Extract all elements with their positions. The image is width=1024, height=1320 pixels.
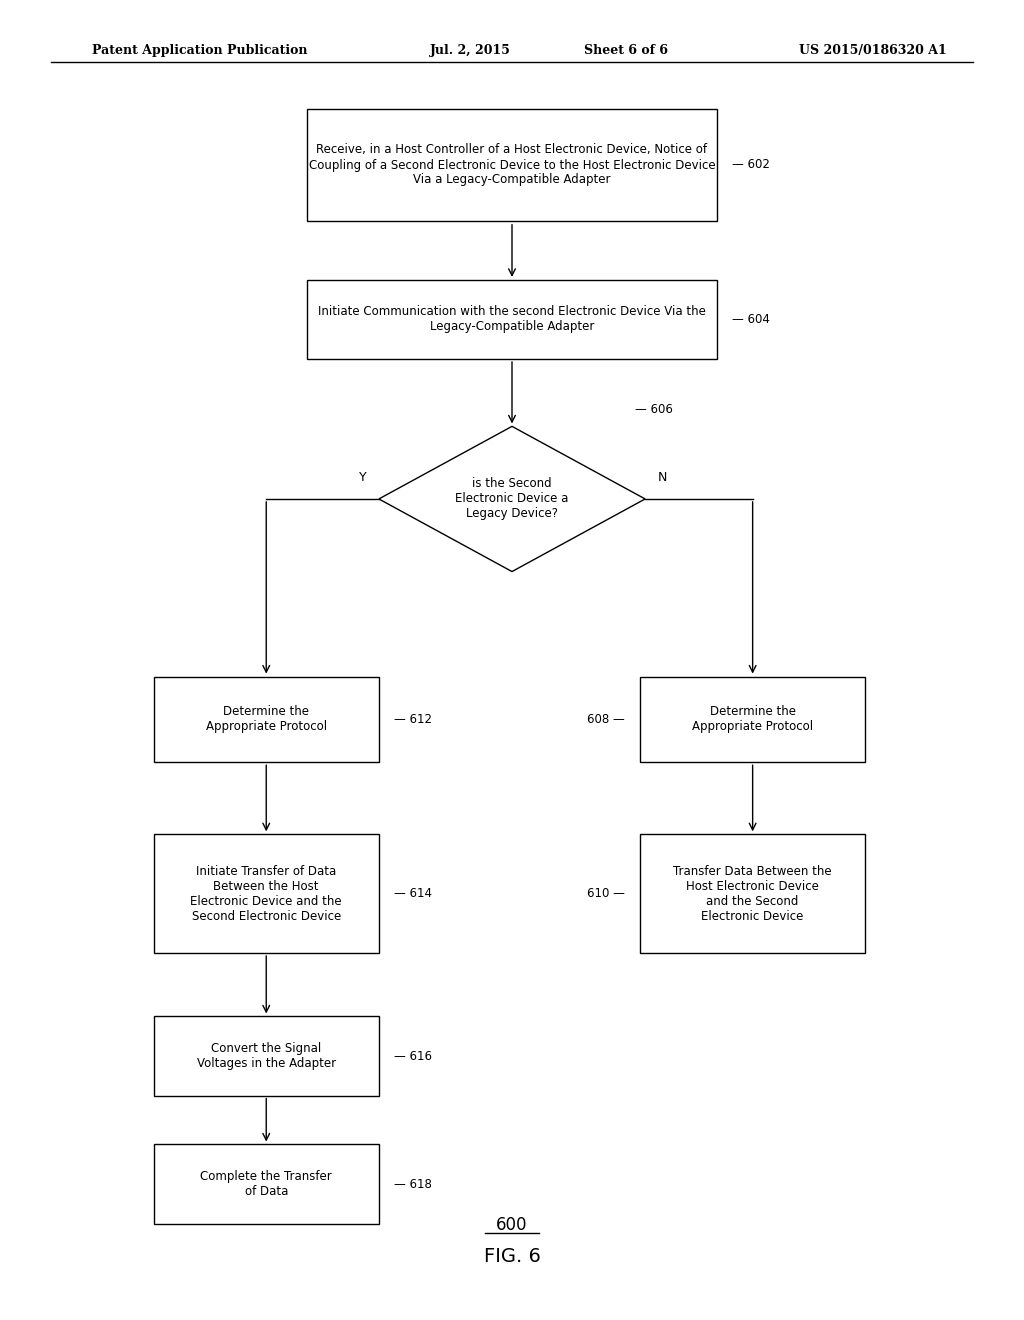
Text: Initiate Communication with the second Electronic Device Via the
Legacy-Compatib: Initiate Communication with the second E…	[318, 305, 706, 334]
Text: — 616: — 616	[394, 1049, 432, 1063]
FancyBboxPatch shape	[307, 110, 717, 220]
Text: is the Second
Electronic Device a
Legacy Device?: is the Second Electronic Device a Legacy…	[456, 478, 568, 520]
Text: Y: Y	[359, 471, 367, 484]
FancyBboxPatch shape	[640, 834, 865, 953]
Text: — 614: — 614	[394, 887, 432, 900]
FancyBboxPatch shape	[154, 834, 379, 953]
FancyBboxPatch shape	[640, 676, 865, 763]
FancyBboxPatch shape	[307, 280, 717, 359]
Polygon shape	[379, 426, 645, 572]
Text: Determine the
Appropriate Protocol: Determine the Appropriate Protocol	[206, 705, 327, 734]
Text: Convert the Signal
Voltages in the Adapter: Convert the Signal Voltages in the Adapt…	[197, 1041, 336, 1071]
Text: Sheet 6 of 6: Sheet 6 of 6	[584, 44, 668, 57]
Text: Receive, in a Host Controller of a Host Electronic Device, Notice of
Coupling of: Receive, in a Host Controller of a Host …	[308, 144, 716, 186]
Text: — 606: — 606	[635, 403, 673, 416]
Text: US 2015/0186320 A1: US 2015/0186320 A1	[799, 44, 946, 57]
Text: — 612: — 612	[394, 713, 432, 726]
Text: 608 —: 608 —	[587, 713, 625, 726]
Text: Transfer Data Between the
Host Electronic Device
and the Second
Electronic Devic: Transfer Data Between the Host Electroni…	[674, 865, 831, 923]
Text: Initiate Transfer of Data
Between the Host
Electronic Device and the
Second Elec: Initiate Transfer of Data Between the Ho…	[190, 865, 342, 923]
Text: — 604: — 604	[732, 313, 770, 326]
FancyBboxPatch shape	[154, 1144, 379, 1224]
Text: — 602: — 602	[732, 158, 770, 172]
FancyBboxPatch shape	[154, 676, 379, 763]
Text: N: N	[657, 471, 667, 484]
Text: 610 —: 610 —	[587, 887, 625, 900]
Text: Jul. 2, 2015: Jul. 2, 2015	[430, 44, 511, 57]
Text: FIG. 6: FIG. 6	[483, 1247, 541, 1266]
FancyBboxPatch shape	[154, 1016, 379, 1096]
Text: Patent Application Publication: Patent Application Publication	[92, 44, 307, 57]
Text: 600: 600	[497, 1216, 527, 1234]
Text: — 618: — 618	[394, 1177, 432, 1191]
Text: Determine the
Appropriate Protocol: Determine the Appropriate Protocol	[692, 705, 813, 734]
Text: Complete the Transfer
of Data: Complete the Transfer of Data	[201, 1170, 332, 1199]
